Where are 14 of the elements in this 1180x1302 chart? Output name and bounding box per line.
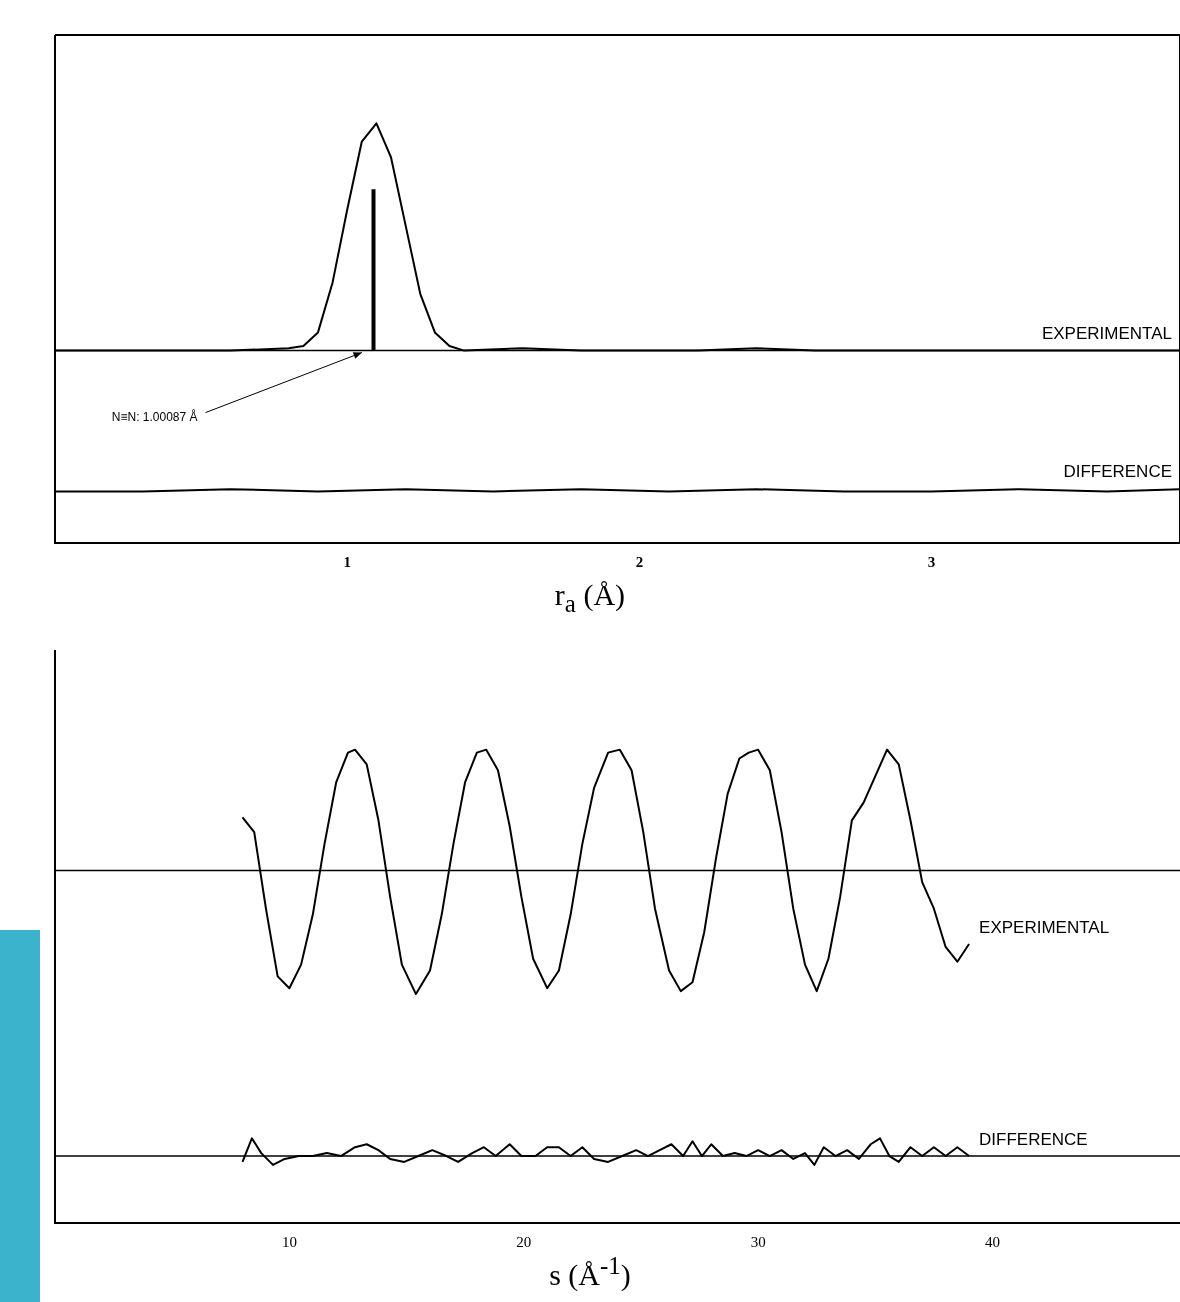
x-tick-label: 20 xyxy=(516,1233,532,1250)
series-label: EXPERIMENTAL xyxy=(1041,323,1172,343)
annotation: N≡N: 1.00087 Å xyxy=(111,408,198,424)
x-tick-label: 30 xyxy=(750,1233,766,1250)
x-axis-title: r$_{a}$ (Å) xyxy=(553,578,627,618)
x-axis-title: s (Å$^{-1}$) xyxy=(548,1252,632,1292)
series-label: EXPERIMENTAL xyxy=(979,917,1110,937)
x-tick-label: 10 xyxy=(281,1233,297,1250)
series-label: DIFFERENCE xyxy=(1063,462,1172,482)
x-tick-label: 3 xyxy=(927,553,936,570)
x-tick-label: 1 xyxy=(343,553,351,570)
x-tick-label: 2 xyxy=(635,553,644,570)
series-label: DIFFERENCE xyxy=(979,1129,1088,1149)
x-tick-label: 40 xyxy=(985,1233,1000,1250)
